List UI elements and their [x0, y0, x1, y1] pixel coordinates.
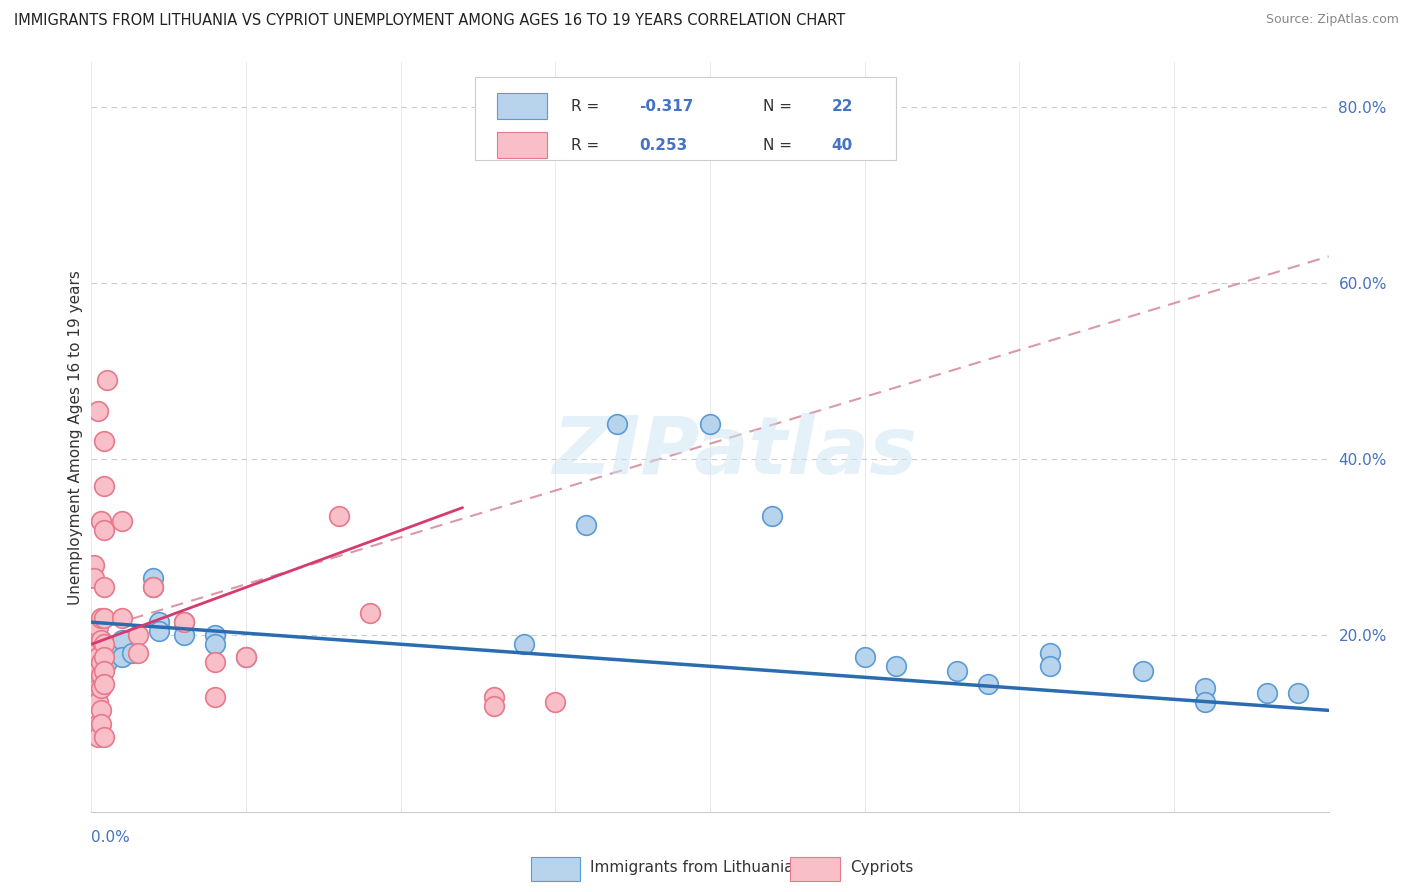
- Point: [83, 571, 105, 585]
- Point: [93, 677, 115, 691]
- Point: [513, 637, 536, 651]
- Point: [90, 681, 112, 696]
- Point: [121, 646, 143, 660]
- Point: [86, 619, 108, 633]
- Text: 0.253: 0.253: [640, 137, 688, 153]
- Point: [96, 373, 118, 387]
- Y-axis label: Unemployment Among Ages 16 to 19 years: Unemployment Among Ages 16 to 19 years: [67, 269, 83, 605]
- Text: N =: N =: [763, 99, 797, 114]
- Point: [93, 580, 115, 594]
- Point: [111, 514, 134, 528]
- Point: [575, 518, 598, 533]
- Point: [204, 690, 226, 705]
- Point: [127, 646, 149, 660]
- Point: [1256, 686, 1278, 700]
- Point: [90, 655, 112, 669]
- Point: [606, 417, 628, 431]
- Point: [204, 655, 226, 669]
- Text: IMMIGRANTS FROM LITHUANIA VS CYPRIOT UNEMPLOYMENT AMONG AGES 16 TO 19 YEARS CORR: IMMIGRANTS FROM LITHUANIA VS CYPRIOT UNE…: [14, 13, 845, 29]
- Point: [699, 417, 721, 431]
- Point: [204, 637, 226, 651]
- Text: Source: ZipAtlas.com: Source: ZipAtlas.com: [1265, 13, 1399, 27]
- FancyBboxPatch shape: [475, 78, 896, 160]
- Point: [884, 659, 907, 673]
- Point: [93, 478, 115, 492]
- Point: [482, 698, 505, 713]
- Point: [86, 716, 108, 731]
- Point: [328, 509, 350, 524]
- FancyBboxPatch shape: [790, 857, 839, 881]
- Point: [1286, 686, 1309, 700]
- Point: [1039, 646, 1062, 660]
- Point: [86, 637, 108, 651]
- Point: [90, 611, 112, 625]
- Point: [86, 730, 108, 744]
- Text: ZIPatlas: ZIPatlas: [553, 413, 917, 491]
- Text: 22: 22: [831, 99, 853, 114]
- FancyBboxPatch shape: [498, 93, 547, 120]
- Point: [1132, 664, 1154, 678]
- Text: N =: N =: [763, 137, 797, 153]
- Point: [853, 650, 876, 665]
- Point: [204, 628, 226, 642]
- Point: [235, 650, 257, 665]
- Point: [93, 434, 115, 449]
- Point: [173, 628, 195, 642]
- Point: [761, 509, 783, 524]
- Point: [148, 624, 170, 638]
- Point: [93, 611, 115, 625]
- Point: [142, 571, 165, 585]
- Point: [90, 716, 112, 731]
- Point: [142, 580, 165, 594]
- Point: [86, 403, 108, 417]
- Point: [173, 615, 195, 630]
- Point: [93, 637, 115, 651]
- Point: [90, 668, 112, 682]
- Text: -0.317: -0.317: [640, 99, 695, 114]
- Point: [86, 664, 108, 678]
- Point: [127, 628, 149, 642]
- Text: 40: 40: [831, 137, 852, 153]
- Point: [111, 650, 134, 665]
- Point: [1194, 694, 1216, 708]
- Point: [86, 650, 108, 665]
- Point: [111, 611, 134, 625]
- Point: [90, 632, 112, 647]
- Point: [977, 677, 1000, 691]
- Point: [111, 632, 134, 647]
- Point: [544, 694, 567, 708]
- Point: [142, 580, 165, 594]
- Text: R =: R =: [571, 99, 605, 114]
- FancyBboxPatch shape: [498, 132, 547, 158]
- Point: [90, 514, 112, 528]
- Point: [93, 664, 115, 678]
- Point: [482, 690, 505, 705]
- Point: [1039, 659, 1062, 673]
- Point: [83, 558, 105, 572]
- Point: [946, 664, 969, 678]
- Point: [90, 703, 112, 717]
- Point: [86, 681, 108, 696]
- Point: [96, 641, 118, 656]
- Text: R =: R =: [571, 137, 605, 153]
- Point: [90, 632, 112, 647]
- Point: [93, 650, 115, 665]
- Point: [1194, 681, 1216, 696]
- Point: [173, 615, 195, 630]
- Point: [93, 730, 115, 744]
- Point: [96, 655, 118, 669]
- Text: Cypriots: Cypriots: [849, 861, 914, 875]
- Text: Immigrants from Lithuania: Immigrants from Lithuania: [591, 861, 793, 875]
- Point: [148, 615, 170, 630]
- Text: 0.0%: 0.0%: [91, 830, 131, 845]
- Point: [86, 694, 108, 708]
- Point: [90, 646, 112, 660]
- Point: [93, 523, 115, 537]
- FancyBboxPatch shape: [530, 857, 581, 881]
- Point: [235, 650, 257, 665]
- Point: [359, 607, 381, 621]
